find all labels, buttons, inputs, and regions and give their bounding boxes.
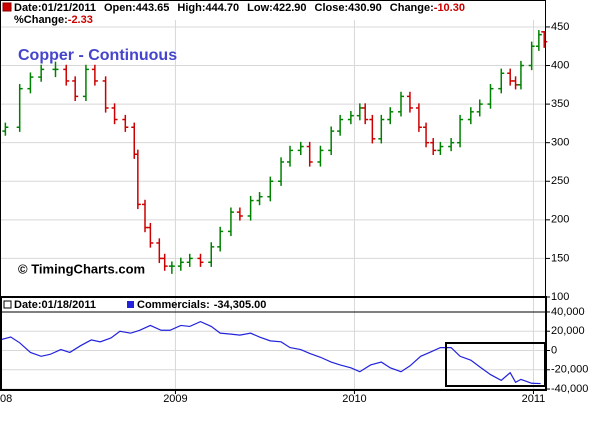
info-value: 01/18/2011 [42,299,96,311]
legend-swatch [127,301,134,308]
y-tick-label: 20,000 [551,325,585,337]
legend-entry: Commercials: -34,305.00 [137,299,266,311]
credit: © TimingCharts.com [18,261,145,276]
chart-title: Copper - Continuous [18,47,177,64]
y-tick-label: 250 [551,175,569,187]
x-tick-label: 2011 [522,393,546,405]
highlight-box [445,342,546,387]
y-tick-label: 100 [551,291,569,303]
price-header-line-2: %Change:-2.33 [14,14,93,26]
y-tick-label: 40,000 [551,306,585,318]
plot-layer: 100 150 200 250 300 350 400 450 40,000 20,000 0 -20… [0,20,588,405]
series-line [0,320,541,385]
y-tick-label: -20,000 [551,364,588,376]
y-tick-label: 200 [551,214,569,226]
info-value: 01/21/2011 [42,2,96,14]
legend-value: -34,305.00 [214,299,267,311]
indicator-icon [3,300,12,309]
info-value: -10.30 [434,2,465,14]
y-tick-label: 0 [551,344,557,356]
y-tick-label: -40,000 [551,383,588,395]
legend-name: Commercials: [137,299,210,311]
x-tick-label: 2010 [342,393,366,405]
info-value: 443.65 [136,2,170,14]
info-value: -2.33 [68,14,93,26]
y-tick-label: 450 [551,21,569,33]
info-label: %Change: [14,14,68,26]
y-tick-label: 350 [551,98,569,110]
y-tick-label: 300 [551,137,569,149]
info-label: Date: [14,299,42,311]
info-label: Close: [315,2,349,14]
info-value: 422.90 [273,2,307,14]
y-tick-label: 400 [551,59,569,71]
info-value: 430.90 [348,2,382,14]
info-label: Open: [104,2,136,14]
info-label: Low: [247,2,273,14]
indicator-header: Date:01/18/2011 [14,299,96,311]
info-label: Change: [390,2,434,14]
x-tick-label: 08 [0,393,12,405]
y-tick-label: 150 [551,252,569,264]
info-label: High: [177,2,205,14]
info-label: Date: [14,2,42,14]
header-icon [2,2,12,12]
price-header: Date:01/21/2011 Open:443.65 High:444.70 Low… [14,2,465,14]
info-value: 444.70 [206,2,240,14]
x-tick-label: 2009 [163,393,187,405]
